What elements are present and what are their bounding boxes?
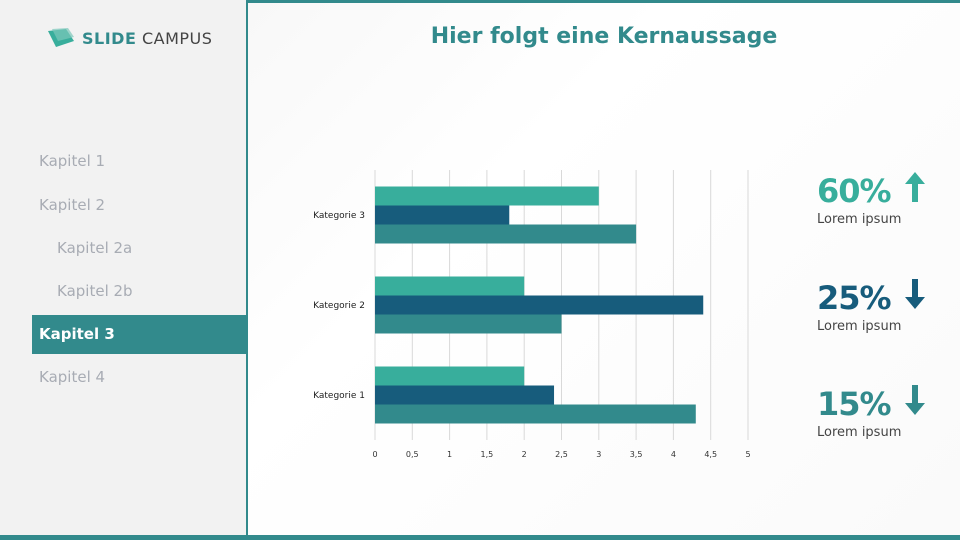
arrow-down-icon: [904, 279, 925, 317]
logo-text: SLIDE CAMPUS: [82, 29, 212, 48]
kpi-value-row: 60%: [817, 172, 925, 210]
x-tick-label: 1,5: [481, 450, 494, 459]
sidebar-item-kapitel-1[interactable]: Kapitel 1: [39, 152, 106, 170]
x-tick-label: 4,5: [704, 450, 717, 459]
x-tick-label: 5: [745, 450, 750, 459]
bar-chart: 0 0,5 1 1,5 2 2,5 3 3,5 4 4,5 5 Kategorie 1 Kategori…: [313, 170, 751, 459]
bar-kategorie-1-series-1: [375, 385, 555, 405]
sidebar-item-kapitel-2b[interactable]: Kapitel 2b: [57, 282, 133, 300]
x-tick-label: 2,5: [555, 450, 568, 459]
bar-kategorie-3-series-0: [375, 186, 599, 206]
x-tick-label: 3: [596, 450, 601, 459]
category-label: Kategorie 1: [313, 391, 365, 401]
kpi-label: Lorem ipsum: [817, 425, 902, 440]
kpi-value-row: 15%: [817, 385, 925, 423]
logo-icon: [48, 28, 74, 47]
kpi-label: Lorem ipsum: [817, 212, 902, 227]
sidebar: SLIDE CAMPUS Kapitel 1 Kapitel 2 Kapitel 2…: [0, 0, 248, 535]
bar-kategorie-3-series-1: [375, 205, 510, 225]
bar-kategorie-3-series-2: [375, 224, 637, 244]
bar-kategorie-2-series-2: [375, 314, 562, 334]
bar-kategorie-2-series-1: [375, 295, 704, 315]
category-label: Kategorie 3: [313, 211, 365, 221]
kpi-0: 60% Lorem ipsum: [817, 172, 925, 227]
x-tick-label: 2: [522, 450, 527, 459]
arrow-up-icon: [904, 172, 925, 210]
kpi-2: 15% Lorem ipsum: [817, 385, 925, 440]
x-tick-label: 0: [372, 450, 377, 459]
bottom-accent-bar: [0, 535, 960, 540]
sidebar-item-kapitel-4[interactable]: Kapitel 4: [39, 368, 106, 386]
category-label: Kategorie 2: [313, 301, 365, 311]
kpi-value-row: 25%: [817, 279, 925, 317]
bar-kategorie-2-series-0: [375, 276, 525, 296]
x-tick-label: 1: [447, 450, 452, 459]
x-tick-label: 3,5: [630, 450, 643, 459]
kpi-value: 15%: [817, 385, 892, 423]
x-tick-label: 4: [671, 450, 676, 459]
logo-brand-bold: SLIDE: [82, 28, 137, 48]
sidebar-item-kapitel-2[interactable]: Kapitel 2: [39, 196, 106, 214]
sidebar-item-kapitel-3[interactable]: Kapitel 3: [32, 315, 247, 354]
bar-kategorie-1-series-2: [375, 404, 696, 424]
x-tick-label: 0,5: [406, 450, 419, 459]
page-title: Hier folgt eine Kernaussage: [430, 24, 778, 49]
logo: SLIDE CAMPUS: [46, 27, 212, 49]
kpi-label: Lorem ipsum: [817, 319, 902, 334]
kpi-1: 25% Lorem ipsum: [817, 279, 925, 334]
sidebar-item-kapitel-2a[interactable]: Kapitel 2a: [57, 239, 133, 257]
kpi-value: 25%: [817, 279, 892, 317]
bar-kategorie-1-series-0: [375, 366, 525, 386]
arrow-down-icon: [904, 385, 925, 423]
logo-brand-light: CAMPUS: [141, 28, 213, 48]
kpi-value: 60%: [817, 172, 892, 210]
top-accent-bar: [247, 0, 960, 3]
